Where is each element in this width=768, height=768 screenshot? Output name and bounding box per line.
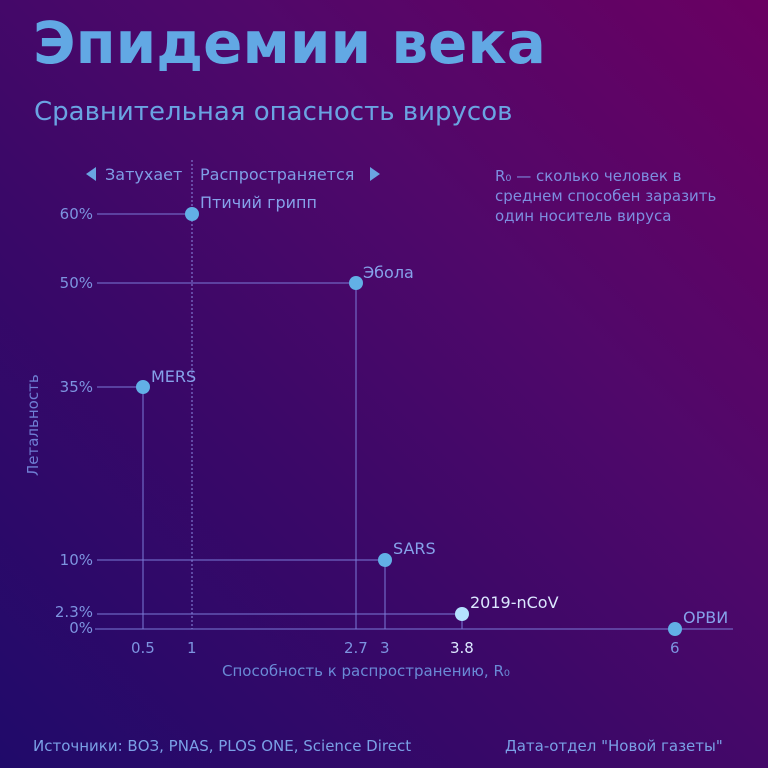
label-bird-flu: Птичий грипп (200, 193, 317, 212)
y-tick-2-3: 2.3% (54, 603, 93, 621)
point-mers[interactable] (136, 380, 150, 394)
credit-footer: Дата-отдел "Новой газеты" (505, 737, 723, 755)
y-tick-0: 0% (69, 619, 93, 637)
direction-left-label: Затухает (105, 165, 183, 184)
point-orvi[interactable] (668, 622, 682, 636)
y-tick-60: 60% (59, 205, 93, 223)
y-tick-10: 10% (59, 551, 93, 569)
arrow-right-icon (370, 167, 380, 181)
point-bird-flu[interactable] (185, 207, 199, 221)
page-subtitle: Сравнительная опасность вирусов (34, 97, 513, 127)
page-title: Эпидемии века (33, 9, 546, 77)
point-2019-ncov[interactable] (455, 607, 469, 621)
label-mers: MERS (151, 367, 197, 386)
label-sars: SARS (393, 539, 436, 558)
y-tick-50: 50% (59, 274, 93, 292)
y-tick-35: 35% (59, 378, 93, 396)
label-orvi: ОРВИ (683, 608, 729, 627)
x-tick-2-7: 2.7 (344, 639, 368, 657)
sources-footer: Источники: ВОЗ, PNAS, PLOS ONE, Science … (33, 737, 412, 755)
point-ebola[interactable] (349, 276, 363, 290)
x-tick-3-8: 3.8 (450, 639, 474, 657)
x-tick-1: 1 (187, 639, 197, 657)
leader-lines (97, 213, 463, 629)
label-ebola: Эбола (363, 263, 414, 282)
point-sars[interactable] (378, 553, 392, 567)
direction-right-label: Распространяется (200, 165, 355, 184)
x-tick-6: 6 (670, 639, 680, 657)
r0-note: R₀ — сколько человек в среднем способен … (495, 167, 717, 225)
x-tick-0-5: 0.5 (131, 639, 155, 657)
x-tick-3: 3 (380, 639, 390, 657)
x-axis-label: Способность к распространению, R₀ (222, 662, 510, 680)
y-axis-label: Летальность (24, 374, 42, 476)
arrow-left-icon (86, 167, 96, 181)
label-2019-ncov: 2019-nCoV (470, 593, 559, 612)
